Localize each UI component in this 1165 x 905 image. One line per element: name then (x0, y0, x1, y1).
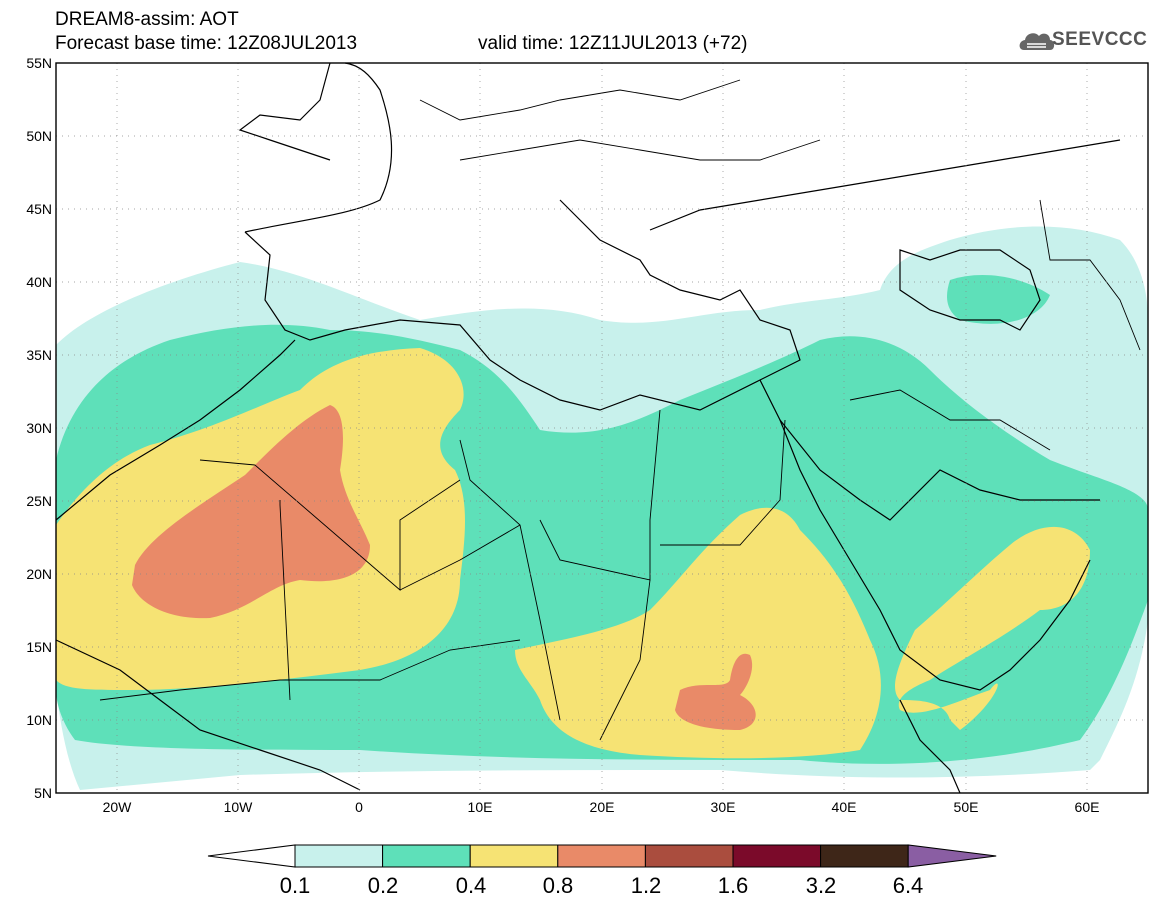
colorbar-tick-label: 3.2 (806, 873, 837, 898)
colorbar-labels: 0.1 0.2 0.4 0.8 1.2 1.6 3.2 6.4 (280, 873, 924, 898)
colorbar-tick-label: 0.1 (280, 873, 311, 898)
lon-label: 20E (590, 799, 615, 815)
lat-label: 55N (26, 55, 52, 71)
colorbar-swatch (820, 844, 909, 868)
colorbar-swatch (732, 844, 822, 868)
lat-label: 30N (26, 420, 52, 436)
lat-label: 5N (34, 785, 52, 801)
colorbar-tick-label: 6.4 (893, 873, 924, 898)
lat-label: 50N (26, 128, 52, 144)
colorbar-tick-label: 0.2 (368, 873, 399, 898)
lat-label: 10N (26, 712, 52, 728)
colorbar-arrow-high (907, 844, 997, 868)
lat-label: 35N (26, 347, 52, 363)
colorbar-swatch (294, 844, 384, 868)
gridlines (56, 63, 1148, 793)
lat-label: 15N (26, 639, 52, 655)
aot-0.8-1.2-layer (132, 405, 756, 730)
lon-label: 0 (355, 799, 363, 815)
map-frame (55, 62, 1149, 794)
colorbar-tick-label: 1.6 (718, 873, 749, 898)
lon-label: 10E (468, 799, 493, 815)
colorbar-tick-label: 1.2 (631, 873, 662, 898)
coastlines (55, 62, 1121, 794)
lon-label: 60E (1075, 799, 1100, 815)
lon-labels: 20W 10W 0 10E 20E 30E 40E 50E 60E (103, 799, 1100, 815)
lon-label: 30E (711, 799, 736, 815)
lat-label: 20N (26, 566, 52, 582)
lon-label: 20W (103, 799, 133, 815)
map-title: DREAM8-assim: AOT (55, 9, 239, 30)
colorbar-arrow-low (207, 844, 296, 868)
lat-label: 25N (26, 493, 52, 509)
political-borders (99, 79, 1141, 741)
lon-label: 10W (224, 799, 254, 815)
logo-text: SEEVCCC (1052, 29, 1148, 50)
valid-time: valid time: 12Z11JUL2013 (+72) (478, 33, 748, 54)
forecast-base-time: Forecast base time: 12Z08JUL2013 (55, 33, 358, 54)
colorbar-tick-label: 0.8 (543, 873, 574, 898)
colorbar-swatch (557, 844, 646, 868)
colorbar-swatch (469, 844, 559, 868)
lat-label: 45N (26, 201, 52, 217)
colorbar-swatch (644, 844, 734, 868)
colorbar-swatch (382, 844, 471, 868)
lat-labels: 55N 50N 45N 40N 35N 30N 25N 20N 15N 10N … (26, 55, 52, 801)
colorbar (207, 844, 997, 868)
lon-label: 50E (954, 799, 979, 815)
lat-label: 40N (26, 274, 52, 290)
cloud-logo-icon (1019, 33, 1055, 50)
lon-label: 40E (832, 799, 857, 815)
colorbar-tick-label: 0.4 (456, 873, 487, 898)
